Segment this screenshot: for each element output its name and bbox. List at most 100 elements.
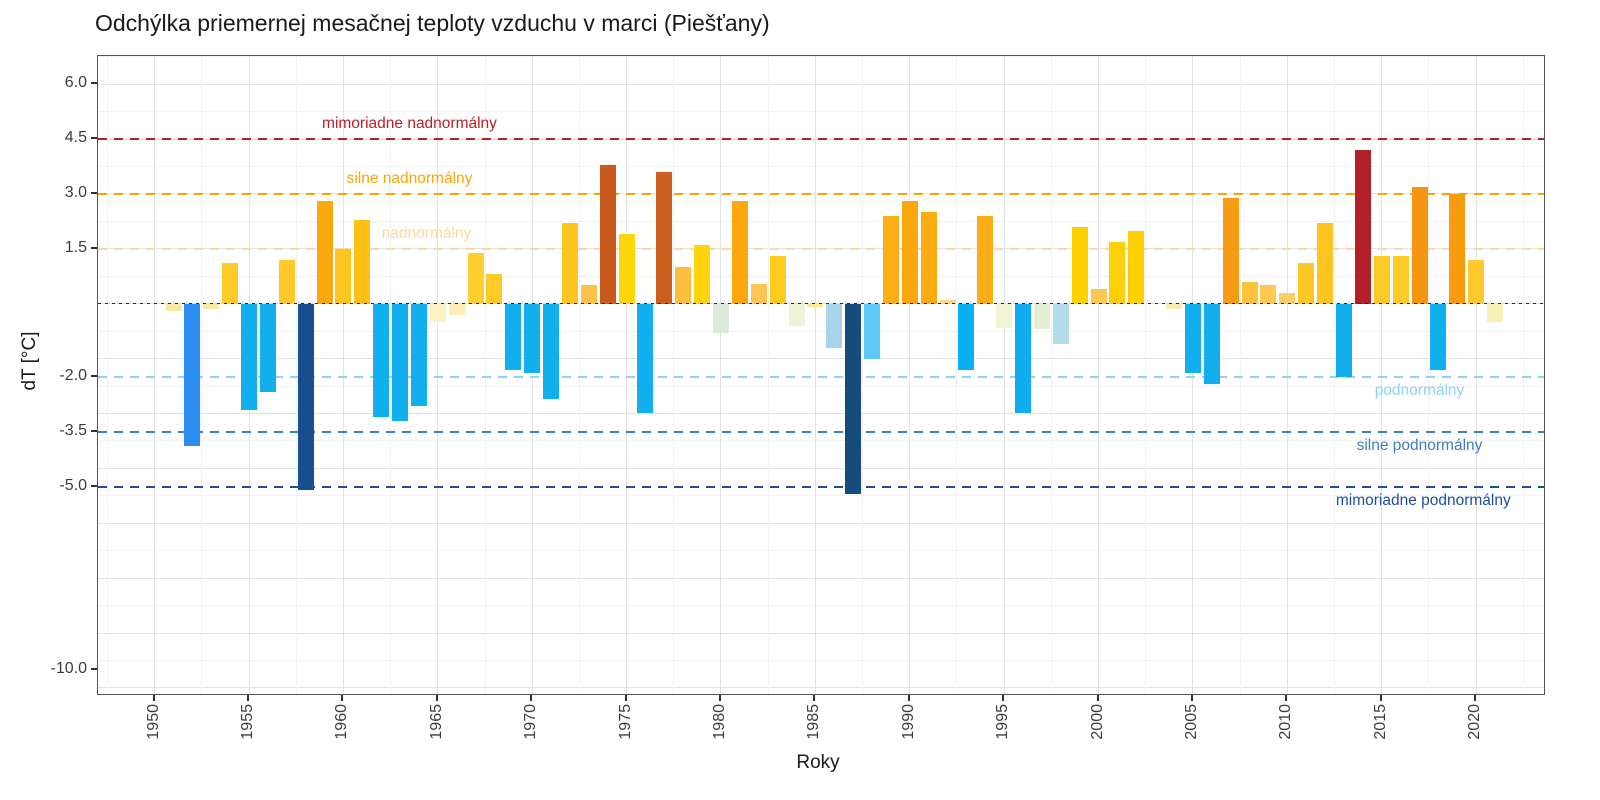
bar-2006 [1203, 303, 1220, 385]
x-axis-tick-label: 1995 [994, 704, 1012, 740]
bar-1983 [769, 256, 786, 304]
bar-2021 [1487, 303, 1504, 322]
x-axis-tick [341, 695, 344, 701]
gridline-vertical [154, 56, 156, 694]
x-axis-tick [247, 695, 250, 701]
gridline-horizontal [98, 275, 1544, 277]
bar-1984 [788, 303, 805, 326]
gridline-horizontal [98, 522, 1544, 524]
x-axis-tick-label: 2010 [1277, 704, 1295, 740]
gridline-vertical [201, 56, 203, 694]
gridline-horizontal [98, 166, 1544, 167]
y-axis-tick [91, 246, 97, 249]
x-axis-tick [1474, 695, 1477, 701]
gridline-vertical [295, 56, 297, 694]
gridline-vertical [1003, 56, 1005, 694]
gridline-vertical [814, 56, 816, 694]
bar-2011 [1298, 263, 1315, 304]
threshold-line [98, 192, 1544, 195]
bar-2019 [1449, 193, 1466, 304]
threshold-line [98, 430, 1544, 433]
bar-1980 [712, 303, 729, 333]
gridline-vertical [1428, 56, 1430, 694]
y-axis-tick-label: -3.5 [59, 421, 87, 439]
x-axis-tick-label: 1950 [144, 704, 162, 740]
gridline-vertical [1145, 56, 1147, 694]
gridline-horizontal [98, 495, 1544, 497]
bar-1971 [543, 303, 560, 399]
bar-2008 [1241, 281, 1258, 304]
threshold-label: silne podnormálny [1356, 436, 1483, 454]
x-axis-tick-label: 1990 [899, 704, 917, 740]
y-axis-tick [91, 374, 97, 377]
gridline-vertical [862, 56, 864, 694]
threshold-label: podnormálny [1374, 381, 1465, 399]
bar-2007 [1222, 197, 1239, 304]
y-axis-tick [91, 429, 97, 432]
y-axis-tick-label: -5.0 [59, 476, 87, 494]
gridline-horizontal [98, 440, 1544, 442]
bar-1964 [410, 303, 427, 407]
y-axis-tick [91, 82, 97, 85]
gridline-horizontal [98, 83, 1544, 85]
bar-2002 [1128, 230, 1145, 304]
bar-2014 [1354, 150, 1371, 304]
x-axis-tick [435, 695, 438, 701]
bar-1961 [354, 219, 371, 304]
y-axis-tick-label: -10.0 [50, 659, 87, 677]
gridline-horizontal [98, 330, 1544, 332]
bar-1986 [826, 303, 843, 348]
gridline-vertical [1050, 56, 1052, 694]
gridline-horizontal [98, 413, 1544, 414]
x-axis-tick-label: 1965 [427, 704, 445, 740]
bar-1985 [807, 303, 824, 308]
x-axis-tick-label: 1955 [239, 704, 257, 740]
bar-2004 [1166, 303, 1183, 310]
y-axis-tick [91, 484, 97, 487]
gridline-vertical [484, 56, 486, 694]
x-axis-tick [1285, 695, 1288, 701]
x-axis-tick [152, 695, 155, 701]
bar-1973 [580, 285, 597, 304]
y-axis-tick-label: 3.0 [64, 183, 87, 201]
bar-1978 [675, 267, 692, 304]
gridline-horizontal [98, 577, 1544, 579]
bar-2012 [1317, 223, 1334, 304]
threshold-label: silne nadnormálny [346, 169, 473, 187]
bar-1968 [486, 274, 503, 304]
bar-1999 [1071, 226, 1088, 304]
gridline-vertical [1239, 56, 1241, 694]
bar-2017 [1411, 186, 1428, 304]
x-axis-tick-label: 2005 [1182, 704, 1200, 740]
gridline-horizontal [98, 605, 1544, 607]
bar-1989 [882, 215, 899, 304]
bar-1995 [996, 303, 1013, 328]
bar-1996 [1015, 303, 1032, 414]
gridline-vertical [720, 56, 722, 694]
bar-1969 [505, 303, 522, 370]
gridline-horizontal [98, 687, 1544, 689]
bar-1975 [618, 234, 635, 304]
bar-1967 [467, 252, 484, 304]
bar-1957 [278, 259, 295, 304]
bar-1951 [165, 303, 182, 312]
x-axis-tick-label: 1960 [333, 704, 351, 740]
gridline-horizontal [98, 111, 1544, 113]
bar-2009 [1260, 285, 1277, 304]
bar-1953 [203, 303, 220, 310]
y-axis-tick-label: 1.5 [64, 238, 87, 256]
x-axis-tick [907, 695, 910, 701]
gridline-horizontal [98, 358, 1544, 360]
bar-1965 [429, 303, 446, 322]
bar-1981 [731, 201, 748, 304]
x-axis-tick-label: 2020 [1466, 704, 1484, 740]
bar-2020 [1468, 259, 1485, 304]
bar-1954 [222, 263, 239, 304]
bar-1974 [599, 164, 616, 304]
bar-1966 [448, 303, 465, 315]
bar-1959 [316, 201, 333, 304]
bar-2015 [1373, 256, 1390, 304]
plot-panel: mimoriadne nadnormálny silne nadnormálny n… [97, 55, 1545, 695]
x-axis-tick-label: 2015 [1371, 704, 1389, 740]
gridline-horizontal [98, 550, 1544, 552]
